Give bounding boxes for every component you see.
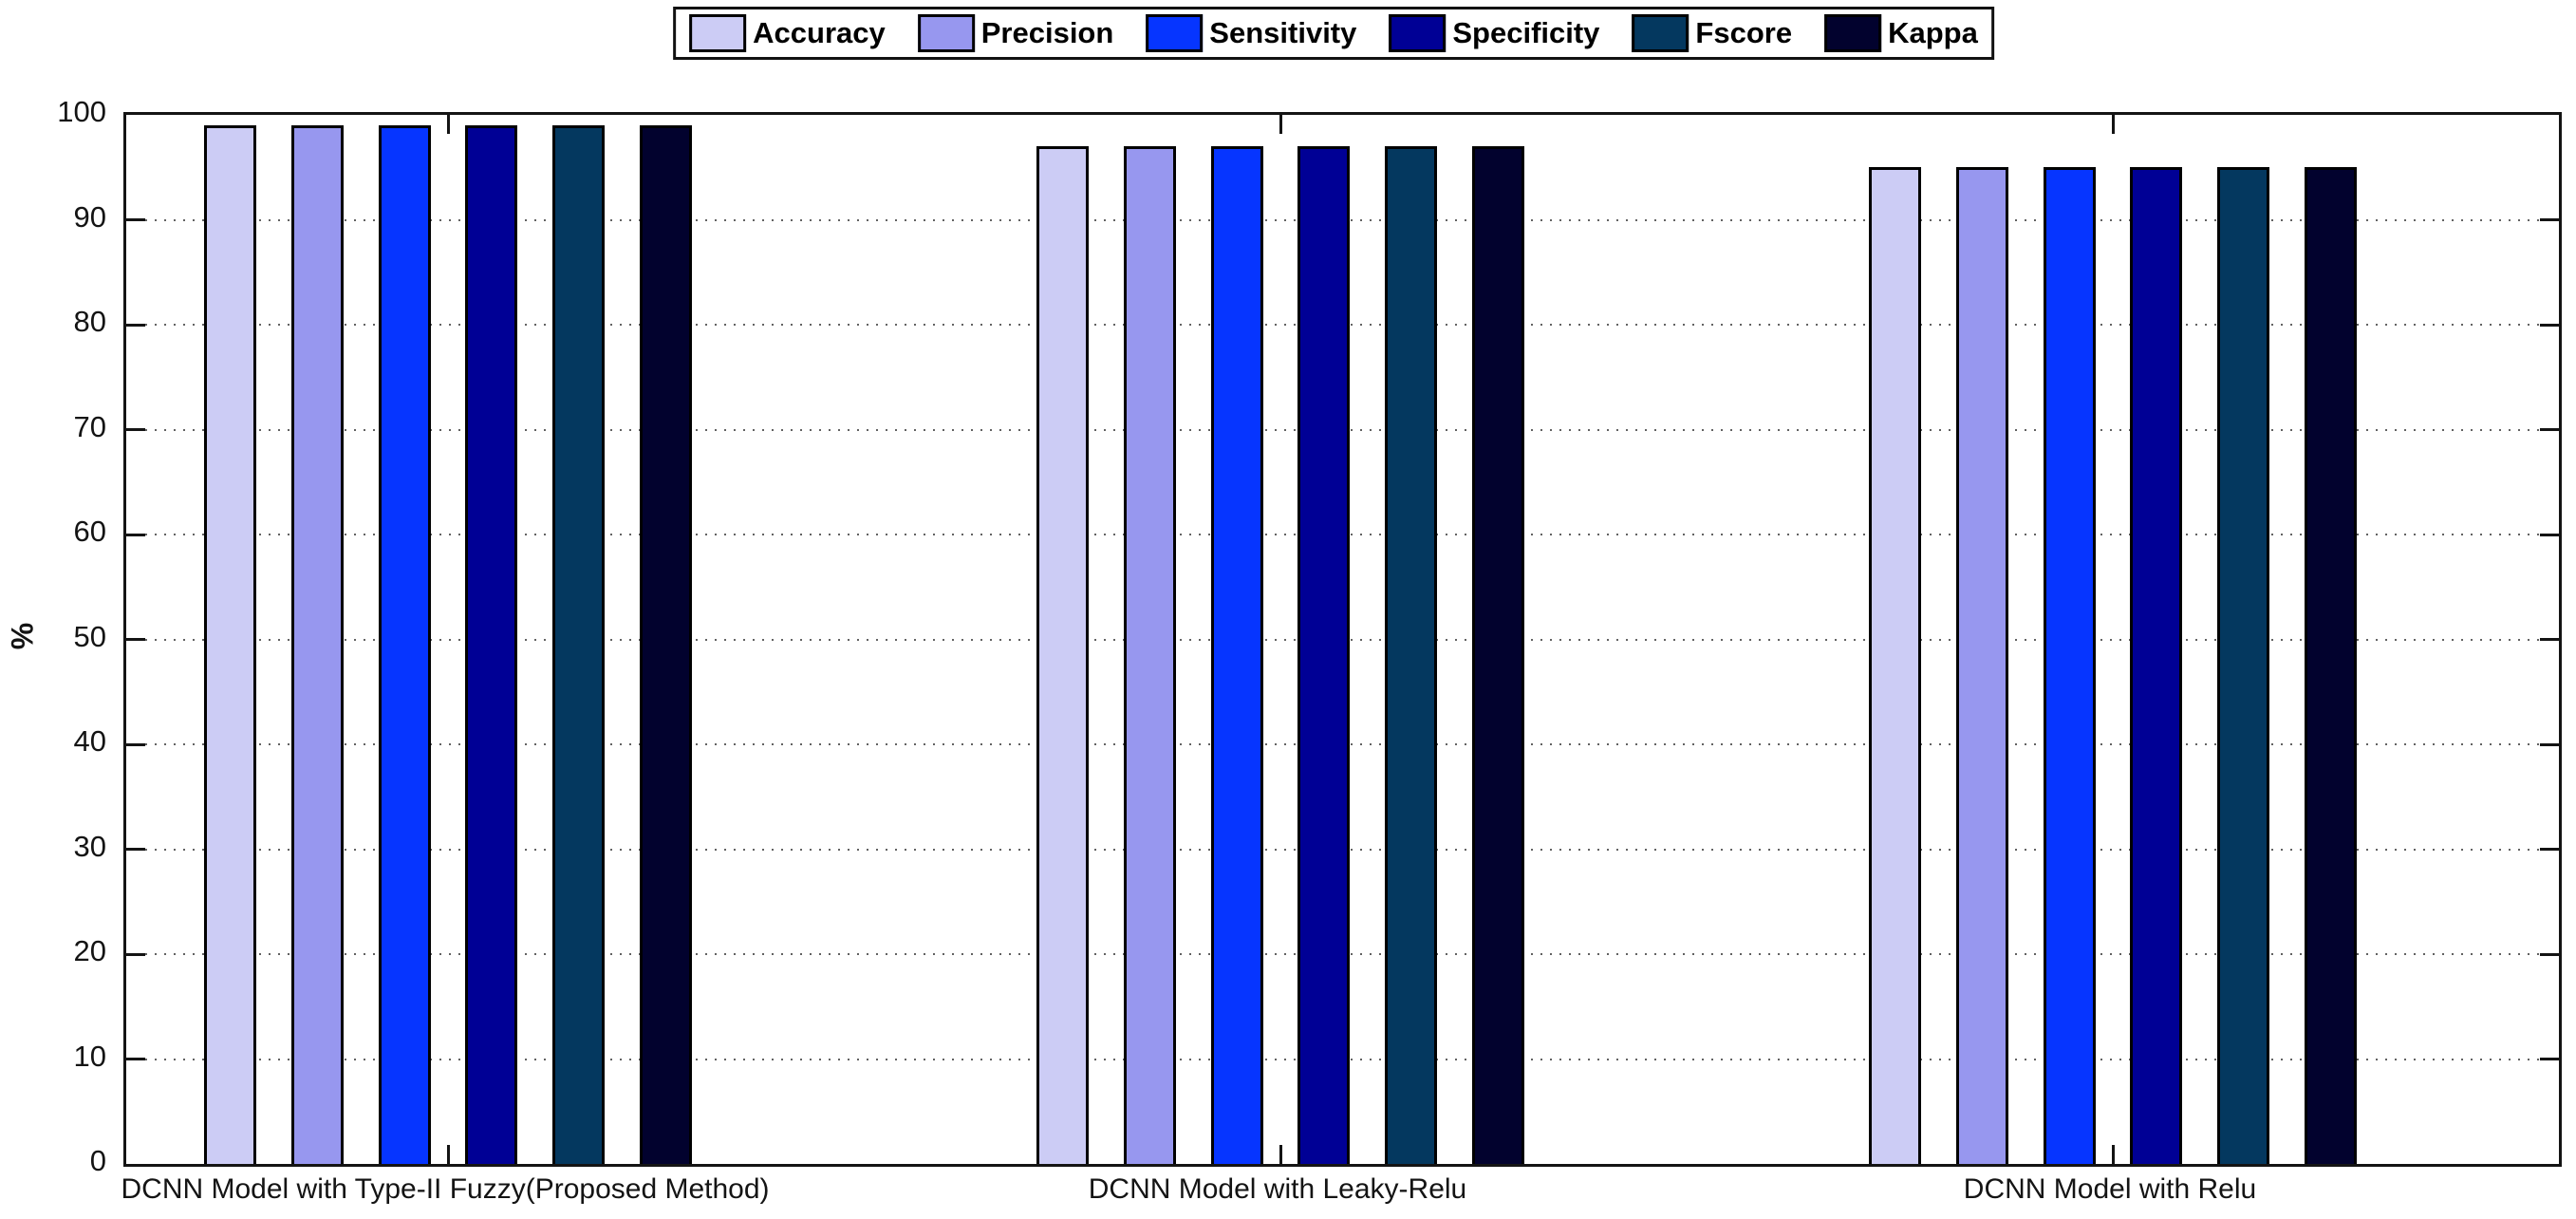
y-tick-right-40 [2540,742,2559,746]
legend-swatch-specificity [1389,14,1447,52]
bar-kappa-group3 [2305,167,2357,1164]
legend-item-accuracy: Accuracy [689,14,886,52]
legend: Accuracy Precision Sensitivity Specificity F… [673,7,1994,60]
bar-accuracy-group3 [1869,167,1921,1164]
bar-specificity-group3 [2130,167,2182,1164]
legend-label-fscore: Fscore [1695,16,1793,49]
y-tick-left-60 [126,533,145,536]
legend-item-sensitivity: Sensitivity [1146,14,1356,52]
y-tick-label-20: 20 [73,934,106,967]
y-tick-label-0: 0 [89,1144,106,1177]
y-tick-right-30 [2540,848,2559,851]
plot-area [123,112,2562,1167]
y-tick-label-80: 80 [73,305,106,338]
legend-swatch-sensitivity [1146,14,1204,52]
legend-item-kappa: Kappa [1824,14,1978,52]
bar-fscore-group1 [552,125,605,1164]
x-category-label-group3: DCNN Model with Relu [1963,1173,2257,1205]
y-tick-label-100: 100 [57,95,106,128]
legend-swatch-accuracy [689,14,747,52]
x-tick-top-group3 [2111,115,2115,134]
bar-precision-group2 [1124,146,1176,1164]
y-tick-label-70: 70 [73,409,106,443]
y-tick-left-20 [126,952,145,956]
legend-item-fscore: Fscore [1632,14,1792,52]
x-tick-bottom-group2 [1279,1145,1282,1164]
legend-swatch-kappa [1824,14,1882,52]
bar-specificity-group2 [1297,146,1350,1164]
legend-label-sensitivity: Sensitivity [1209,16,1357,49]
y-tick-left-10 [126,1058,145,1060]
legend-label-accuracy: Accuracy [753,16,886,49]
y-tick-label-90: 90 [73,199,106,234]
legend-label-kappa: Kappa [1888,16,1978,49]
bar-sensitivity-group1 [379,125,431,1164]
bar-specificity-group1 [465,125,517,1164]
x-tick-bottom-group1 [446,1145,450,1164]
bar-kappa-group1 [640,125,692,1164]
bar-kappa-group2 [1472,146,1524,1164]
y-tick-left-80 [126,323,145,327]
x-tick-bottom-group3 [2111,1145,2115,1164]
y-tick-left-30 [126,848,145,851]
legend-item-specificity: Specificity [1389,14,1599,52]
y-tick-label-10: 10 [73,1039,106,1073]
x-tick-top-group1 [446,115,450,134]
y-tick-right-20 [2540,952,2559,956]
y-tick-label-30: 30 [73,829,106,863]
bar-precision-group3 [1956,167,2008,1164]
legend-swatch-fscore [1632,14,1689,52]
y-tick-right-60 [2540,533,2559,536]
bar-fscore-group3 [2217,167,2269,1164]
legend-item-precision: Precision [917,14,1114,52]
y-tick-right-50 [2540,638,2559,641]
y-tick-left-70 [126,428,145,431]
bar-precision-group1 [291,125,344,1164]
bar-fscore-group2 [1385,146,1437,1164]
bar-sensitivity-group3 [2044,167,2096,1164]
y-tick-label-40: 40 [73,724,106,758]
x-category-label-group1: DCNN Model with Type-II Fuzzy(Proposed M… [121,1173,770,1205]
y-tick-right-70 [2540,428,2559,431]
bar-accuracy-group2 [1036,146,1089,1164]
bar-accuracy-group1 [204,125,256,1164]
x-tick-top-group2 [1279,115,1282,134]
legend-label-precision: Precision [980,16,1114,49]
y-tick-right-10 [2540,1058,2559,1060]
legend-swatch-precision [917,14,975,52]
y-tick-left-90 [126,218,145,221]
bar-sensitivity-group2 [1211,146,1263,1164]
y-tick-label-50: 50 [73,619,106,653]
y-tick-label-60: 60 [73,515,106,548]
legend-label-specificity: Specificity [1452,16,1600,49]
y-tick-left-50 [126,638,145,641]
y-tick-right-90 [2540,218,2559,221]
y-tick-right-80 [2540,323,2559,327]
x-category-label-group2: DCNN Model with Leaky-Relu [1088,1173,1467,1205]
y-tick-left-40 [126,742,145,746]
